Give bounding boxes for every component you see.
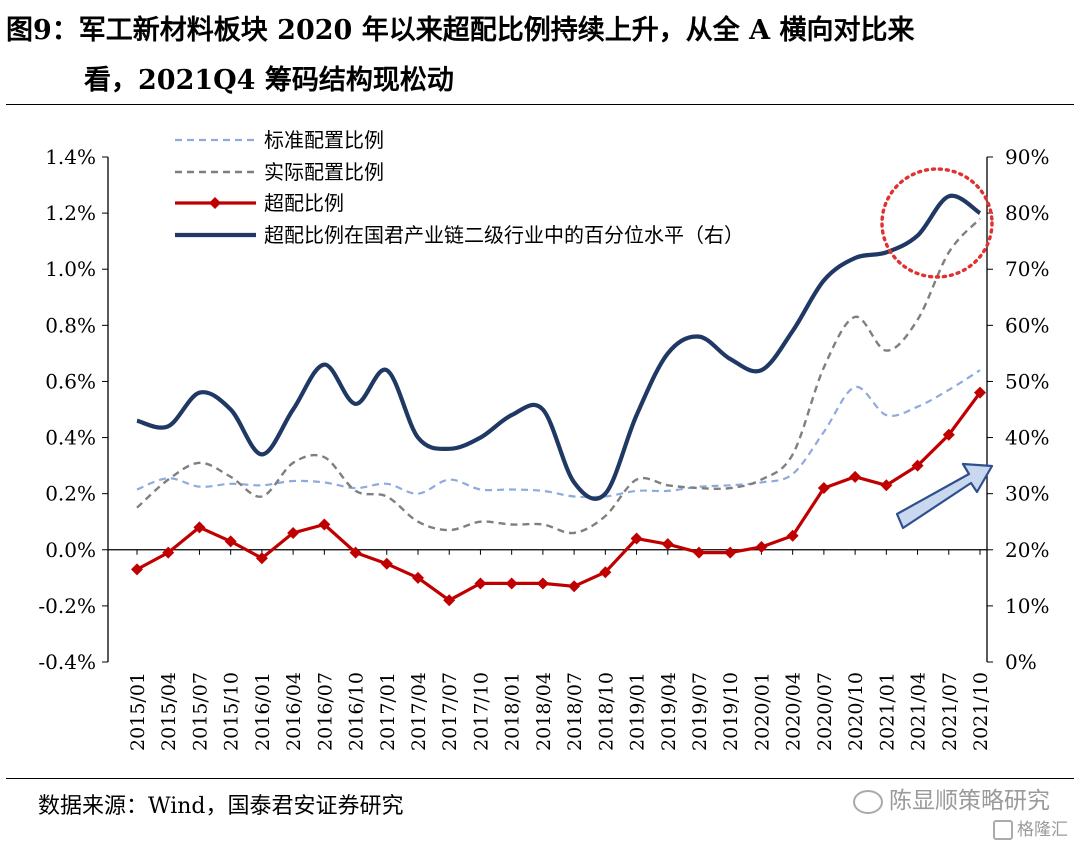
overweight-point [599, 566, 612, 579]
x-tick-label: 2021/01 [876, 672, 898, 751]
legend-marker-diamond [209, 197, 221, 209]
y-right-tick-label: 10% [1005, 594, 1049, 618]
overweight-point [942, 428, 955, 441]
y-left-tick-label: 0.0% [45, 538, 96, 562]
x-tick-label: 2018/01 [502, 672, 524, 751]
wechat-icon [853, 789, 883, 814]
x-tick-label: 2016/10 [346, 672, 368, 751]
overweight-point [287, 526, 300, 539]
trend-arrow [895, 462, 994, 530]
y-left-tick-label: 0.6% [45, 369, 96, 393]
overweight-point [661, 538, 674, 551]
overweight-point [536, 577, 549, 590]
x-tick-label: 2017/01 [377, 672, 399, 751]
y-right-tick-label: 0% [1005, 650, 1037, 674]
x-tick-label: 2020/07 [814, 672, 836, 751]
x-tick-label: 2015/10 [221, 672, 243, 751]
highlight-ellipse [880, 167, 994, 279]
overweight-point [131, 563, 143, 576]
watermark-secondary: 格隆汇 [993, 815, 1068, 840]
overweight-point [880, 479, 893, 492]
overweight-point [724, 546, 737, 559]
x-tick-label: 2017/10 [470, 672, 492, 751]
chart-title: 图9：军工新材料板块 2020 年以来超配比例持续上升，从全 A 横向对比来 看… [6, 6, 1076, 106]
watermark: 陈显顺策略研究 [853, 781, 1050, 815]
overweight-point [974, 386, 986, 399]
y-right-tick-label: 70% [1005, 257, 1049, 281]
overweight-point [786, 529, 799, 542]
x-tick-label: 2016/04 [283, 672, 305, 751]
x-tick-label: 2019/04 [658, 672, 680, 751]
series-percentile-line [136, 193, 982, 501]
series-overweight-line [136, 391, 982, 602]
y-left-tick-label: 0.4% [45, 426, 96, 450]
y-right-tick-label: 50% [1005, 369, 1049, 393]
chart-title-line1: 图9：军工新材料板块 2020 年以来超配比例持续上升，从全 A 横向对比来 [6, 15, 915, 46]
y-right-tick-label: 40% [1005, 426, 1049, 450]
y-right-tick-label: 60% [1005, 313, 1049, 337]
overweight-point [693, 546, 705, 559]
overweight-point [193, 521, 206, 534]
overweight-point [849, 470, 862, 483]
overweight-point [474, 577, 487, 590]
x-tick-label: 2021/04 [908, 672, 930, 751]
x-tick-label: 2016/01 [252, 672, 274, 751]
chart-title-line2: 看，2021Q4 筹码结构现松动 [84, 65, 454, 96]
overweight-point [318, 518, 331, 531]
overweight-point [412, 571, 424, 584]
legend-label: 标准配置比例 [264, 128, 384, 152]
title-divider [6, 104, 1074, 105]
overweight-point [911, 459, 924, 472]
overweight-point [568, 580, 581, 593]
y-left-tick-label: 1.4% [45, 145, 96, 169]
x-tick-label: 2019/10 [720, 672, 742, 751]
x-tick-label: 2021/10 [970, 672, 992, 751]
overweight-point [817, 482, 830, 495]
overweight-point [380, 557, 393, 570]
legend-label: 超配比例在国君产业链二级行业中的百分位水平（右） [264, 223, 744, 247]
overweight-point [755, 540, 768, 553]
x-tick-label: 2017/07 [439, 672, 461, 751]
overweight-point [349, 546, 362, 559]
y-left-tick-label: 0.2% [45, 482, 96, 506]
x-tick-label: 2020/01 [751, 672, 773, 751]
x-tick-label: 2018/04 [533, 672, 555, 751]
x-tick-label: 2016/07 [314, 672, 336, 751]
overweight-point [630, 532, 643, 545]
x-tick-label: 2020/10 [845, 672, 867, 751]
gelonghui-logo-icon [993, 820, 1013, 840]
overweight-point [505, 577, 518, 590]
x-tick-label: 2015/07 [189, 672, 211, 751]
footer-divider [6, 778, 1074, 779]
x-tick-label: 2015/04 [158, 672, 180, 751]
y-left-tick-label: 1.0% [45, 257, 96, 281]
x-tick-label: 2019/07 [689, 672, 711, 751]
x-tick-label: 2021/07 [939, 672, 961, 751]
series-actual-allocation-line [136, 217, 981, 535]
x-tick-label: 2018/07 [564, 672, 586, 751]
watermark-text: 陈显顺策略研究 [889, 788, 1050, 814]
x-tick-label: 2017/04 [408, 672, 430, 751]
y-right-tick-label: 80% [1005, 201, 1049, 225]
x-tick-label: 2015/01 [127, 672, 149, 751]
x-tick-label: 2018/10 [595, 672, 617, 751]
y-left-tick-label: -0.4% [38, 650, 96, 674]
legend-label: 超配比例 [264, 191, 344, 215]
x-tick-label: 2020/04 [783, 672, 805, 751]
y-left-tick-label: 1.2% [45, 201, 96, 225]
overweight-point [255, 552, 268, 565]
source-note: 数据来源：Wind，国泰君安证券研究 [38, 794, 404, 819]
legend-label: 实际配置比例 [264, 160, 384, 184]
y-right-tick-label: 90% [1005, 145, 1049, 169]
y-right-tick-label: 30% [1005, 482, 1049, 506]
watermark-secondary-text: 格隆汇 [1017, 820, 1068, 840]
overweight-point [162, 546, 175, 559]
y-left-tick-label: 0.8% [45, 313, 96, 337]
overweight-point [443, 594, 456, 607]
y-left-tick-label: -0.2% [38, 594, 96, 618]
overweight-point [224, 535, 237, 548]
x-tick-label: 2019/01 [627, 672, 649, 751]
y-right-tick-label: 20% [1005, 538, 1049, 562]
